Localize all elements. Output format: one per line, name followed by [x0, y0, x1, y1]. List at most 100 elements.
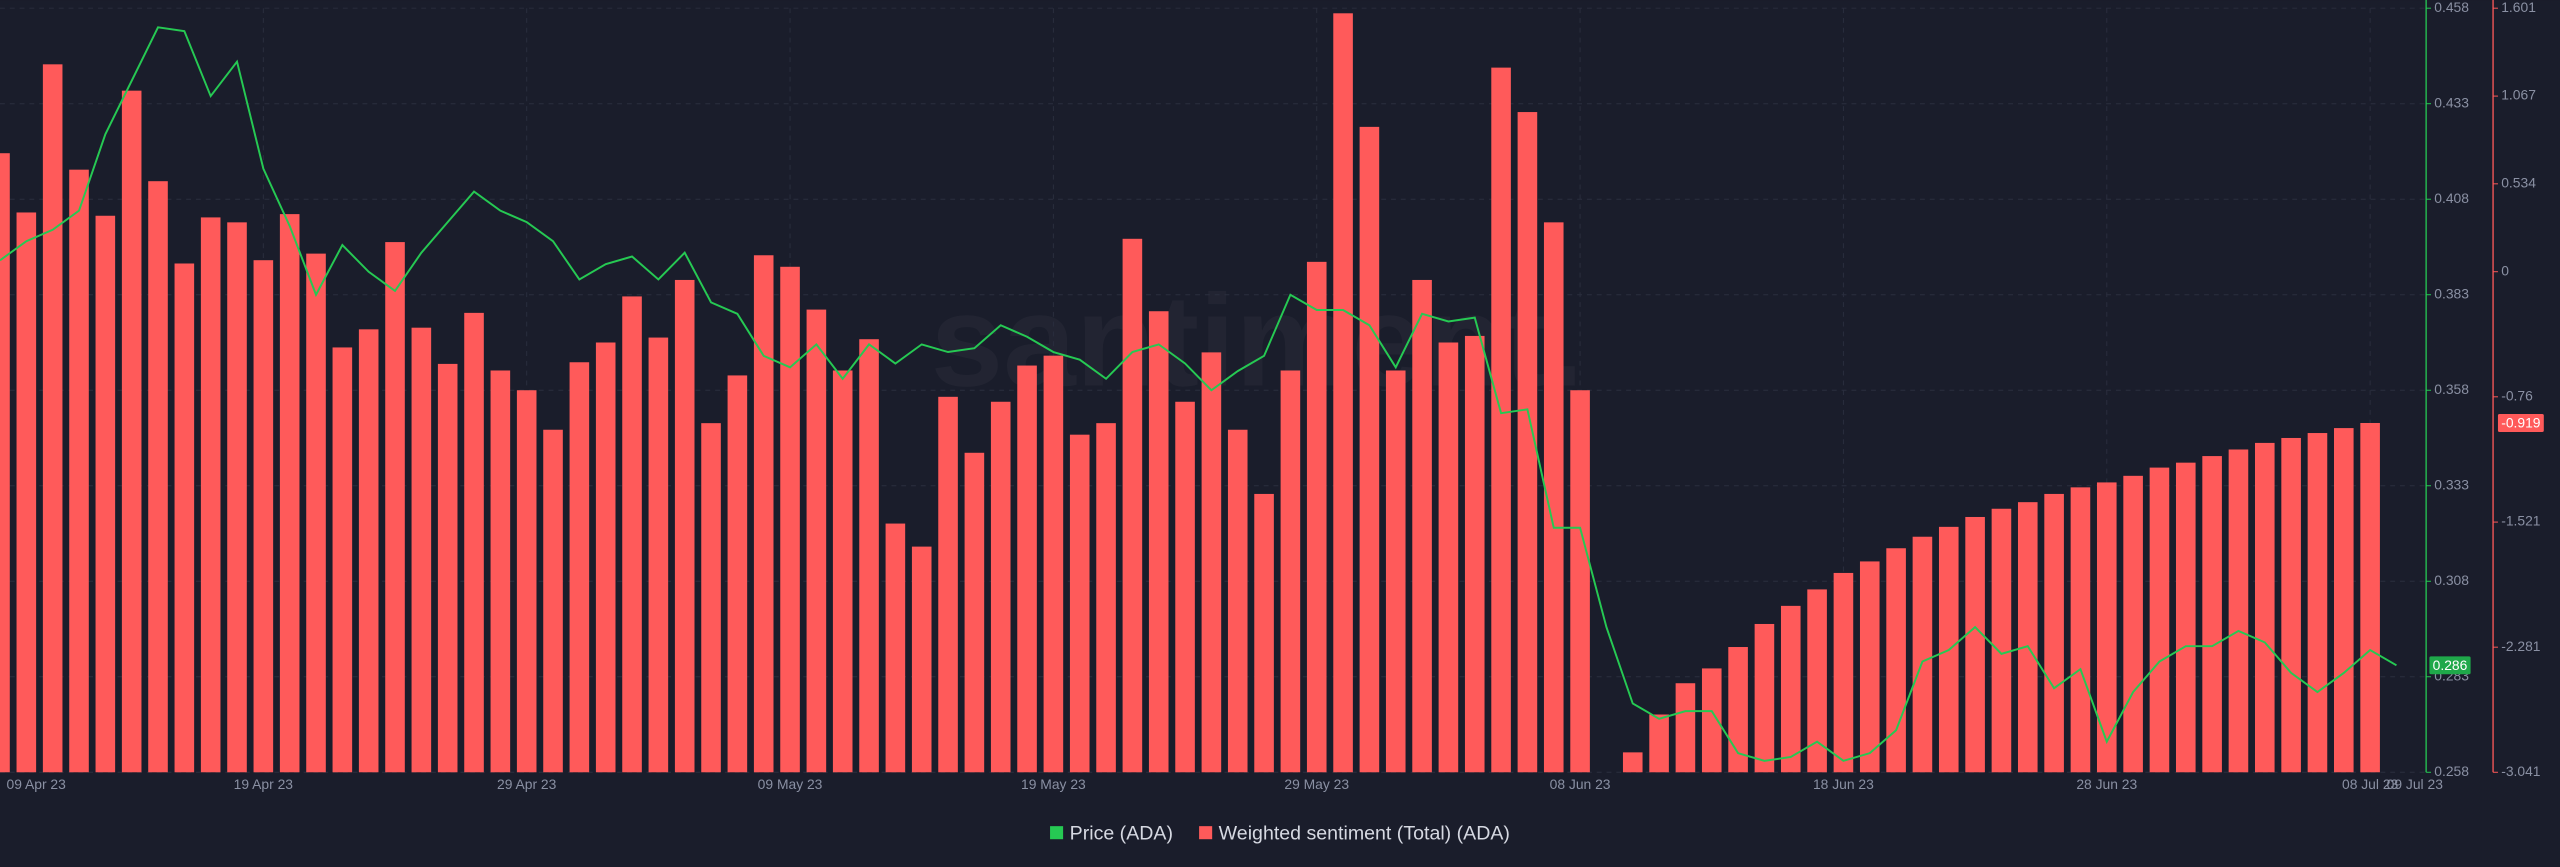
current-value-bg	[2497, 414, 2544, 432]
current-value-label: 0.286	[2433, 657, 2468, 673]
bar	[1807, 589, 1827, 773]
bar	[2202, 456, 2222, 773]
bar	[42, 64, 63, 773]
bar	[1280, 370, 1301, 773]
bar	[1122, 238, 1143, 773]
bar	[1859, 561, 1880, 773]
bar	[1306, 261, 1327, 773]
bar	[174, 263, 195, 773]
bar	[885, 523, 906, 773]
bar	[1069, 434, 1090, 773]
bar	[938, 396, 958, 773]
bar	[832, 370, 853, 773]
bar	[121, 90, 142, 773]
current-value-label: -0.919	[2501, 414, 2541, 430]
bar	[1780, 605, 1801, 773]
bar	[2123, 475, 2143, 773]
bar	[1965, 516, 1985, 773]
bar	[648, 337, 669, 773]
y-tick-label: 0.258	[2434, 763, 2469, 779]
bar	[200, 217, 221, 773]
bar	[1543, 222, 1564, 773]
bar	[1701, 668, 1722, 773]
bar	[1175, 401, 1195, 773]
x-tick-label: 28 Jun 23	[2076, 776, 2137, 792]
current-value-bg	[2429, 656, 2471, 675]
legend-label: Weighted sentiment (Total) (ADA)	[1219, 822, 1510, 844]
bar	[306, 253, 326, 773]
y-tick-label: 0.458	[2434, 0, 2469, 15]
bar	[1912, 536, 1933, 773]
x-tick-label: 29 May 23	[1284, 776, 1349, 792]
x-tick-label: 18 Jun 23	[1813, 776, 1874, 792]
bar	[0, 153, 10, 773]
bar	[1675, 683, 1696, 773]
y2-tick-label: -2.281	[2501, 638, 2541, 654]
price-line	[0, 26, 2397, 762]
bar	[516, 390, 537, 773]
bar	[2360, 422, 2380, 773]
current-value: 0.286	[2429, 656, 2471, 675]
bar	[1227, 429, 1248, 773]
bar	[1359, 126, 1380, 773]
bar	[1517, 112, 1538, 773]
y2-tick-label: 1.601	[2501, 0, 2536, 15]
y2-tick-label: -1.521	[2501, 513, 2541, 529]
bar	[227, 222, 247, 773]
bar	[2228, 449, 2249, 773]
bar	[1096, 423, 1116, 773]
x-tick-label: 08 Jun 23	[1550, 776, 1611, 792]
legend-label: Price (ADA)	[1070, 822, 1173, 844]
y-tick-label: 0.433	[2434, 94, 2469, 110]
bar	[1464, 335, 1485, 773]
y2-tick-label: -0.76	[2501, 387, 2533, 403]
bar	[1201, 352, 1222, 773]
bar	[780, 266, 800, 773]
bar	[727, 375, 748, 773]
bar	[543, 429, 563, 773]
bar	[1991, 508, 2012, 773]
y-tick-label: 0.333	[2434, 476, 2469, 492]
bar	[964, 452, 985, 773]
bar	[674, 279, 695, 773]
bar	[490, 370, 511, 773]
y2-tick-label: 1.067	[2501, 87, 2536, 103]
bar	[2096, 482, 2117, 773]
bar	[464, 312, 484, 773]
legend-swatch	[1050, 826, 1064, 840]
bar	[1148, 311, 1169, 773]
bar	[2175, 462, 2196, 773]
y-tick-label: 0.358	[2434, 381, 2469, 397]
y2-tick-label: -3.041	[2501, 763, 2541, 779]
y-tick-label: 0.408	[2434, 190, 2469, 206]
bar	[253, 260, 274, 773]
x-tick-label: 19 May 23	[1021, 776, 1086, 792]
bar	[1754, 623, 1775, 773]
bar	[2017, 502, 2038, 773]
legend: Price (ADA) Weighted sentiment (Total) (A…	[1050, 822, 1510, 844]
current-value: -0.919	[2497, 414, 2544, 432]
bar	[1385, 370, 1406, 773]
x-tick-label: 29 Apr 23	[497, 776, 557, 792]
bar	[1017, 365, 1037, 773]
bar	[1254, 493, 1274, 773]
legend-swatch	[1199, 826, 1213, 840]
bar	[1622, 752, 1643, 773]
bar	[806, 309, 827, 773]
bar	[2333, 428, 2354, 773]
x-tick-label: 08 Jul 23	[2342, 776, 2399, 792]
bar	[911, 546, 932, 773]
bar	[2307, 433, 2328, 773]
bar	[358, 329, 379, 773]
y-tick-label: 0.308	[2434, 572, 2469, 588]
bar	[595, 342, 616, 773]
y-tick-label: 0.383	[2434, 285, 2469, 301]
bar	[1491, 67, 1511, 773]
bar	[1833, 572, 1854, 773]
bar	[1412, 279, 1432, 773]
bar	[95, 215, 116, 773]
bar	[990, 401, 1011, 773]
bar	[411, 327, 432, 773]
bar	[1886, 548, 1906, 773]
